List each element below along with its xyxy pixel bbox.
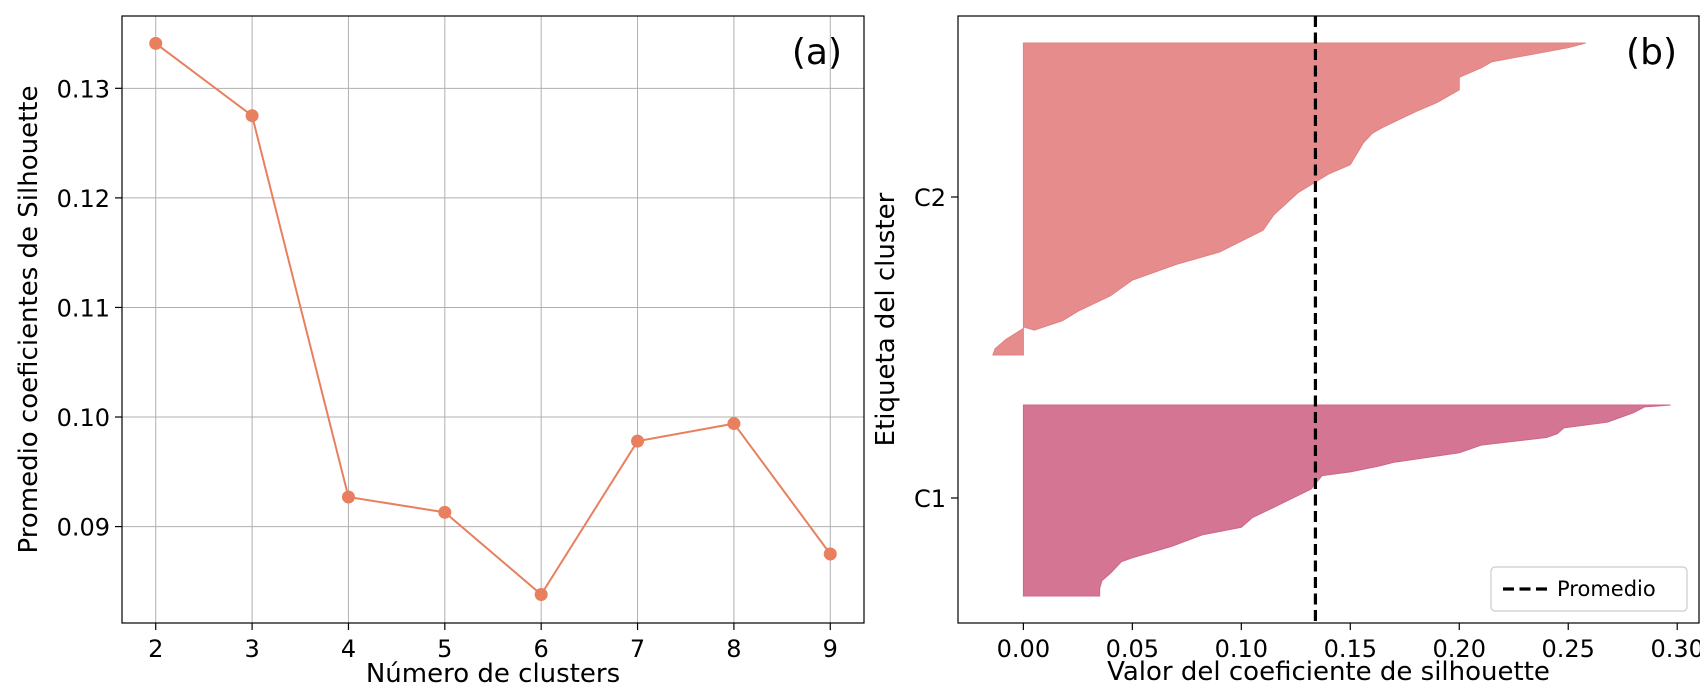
x-tick-label: 3 [244,635,259,663]
panel-a-series [149,36,837,602]
data-point [823,547,837,561]
panel-b-silhouette-plot: 0.00 0.05 0.10 0.15 0.20 0.25 0.30 C1 C2 (b) Val… [871,15,1700,687]
panel-a-label: (a) [792,32,842,73]
data-point [438,505,452,519]
panel-b-frame [957,15,1700,624]
legend-box [1490,566,1688,612]
x-tick-label: 9 [823,635,838,663]
y-tick-label: 0.13 [57,75,110,103]
x-tick-label: 0.30 [1650,635,1700,663]
panel-a-gridlines [122,16,864,623]
x-tick-label: 4 [341,635,356,663]
x-tick-label: 0.05 [1106,635,1159,663]
x-tick-label: 0.00 [997,635,1050,663]
y-tick-label: C1 [914,485,946,513]
data-point [727,417,741,431]
panel-a-y-axis-label: Promedio coeficientes de Silhouette [14,86,44,554]
panel-a-line-chart: 2 3 4 5 6 7 8 9 0.09 0.10 0.11 0.12 0.13 (a) Número … [14,15,865,689]
legend-average-label: Promedio [1557,577,1656,601]
data-point [534,588,548,602]
x-tick-label: 8 [726,635,741,663]
y-tick-label: 0.12 [57,185,110,213]
data-point [631,434,645,448]
panel-b-x-axis-label: Valor del coeficiente de silhouette [1107,657,1550,687]
series-line [155,42,832,597]
panel-b-legend: Promedio [1490,566,1688,612]
panel-b-label: (b) [1626,32,1677,73]
x-tick-label: 0.10 [1215,635,1268,663]
y-tick-label: 0.11 [57,294,110,322]
x-tick-label: 0.20 [1433,635,1486,663]
y-tick-label: C2 [914,184,946,212]
x-tick-label: 6 [534,635,549,663]
panel-b-ticks: 0.00 0.05 0.10 0.15 0.20 0.25 0.30 C1 C2 [914,184,1700,663]
data-point [341,490,355,504]
panel-b-y-axis-label: Etiqueta del cluster [871,192,901,446]
panel-a-ticks: 2 3 4 5 6 7 8 9 0.09 0.10 0.11 0.12 0.13 [57,75,838,663]
data-point [245,109,259,123]
x-tick-label: 7 [630,635,645,663]
y-tick-label: 0.09 [57,514,110,542]
data-point [149,36,163,50]
x-tick-label: 2 [148,635,163,663]
panel-b-cluster-areas [992,42,1671,597]
panel-a-frame [121,15,865,624]
x-tick-label: 0.15 [1324,635,1377,663]
x-tick-label: 0.25 [1542,635,1595,663]
panel-a-x-axis-label: Número de clusters [366,659,620,689]
y-tick-label: 0.10 [57,404,110,432]
cluster-area-c2 [992,42,1586,356]
x-tick-label: 5 [437,635,452,663]
